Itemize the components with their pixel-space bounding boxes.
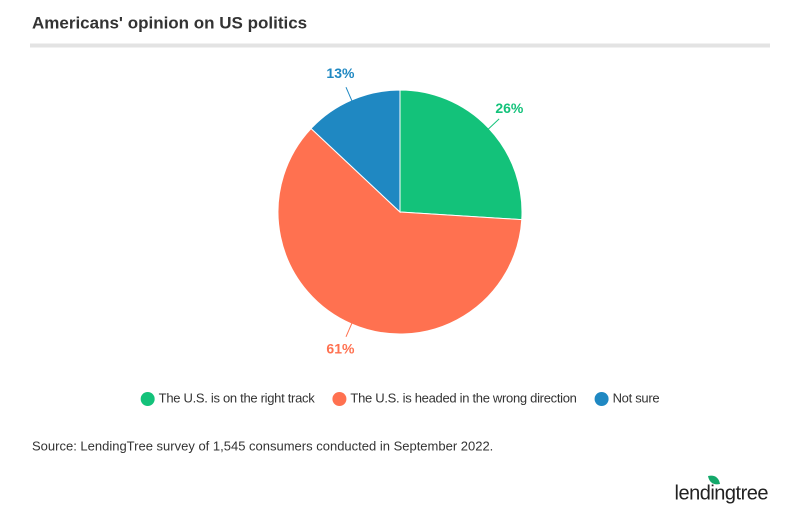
logo-leaf (708, 475, 720, 485)
legend-marker (594, 392, 609, 406)
label-leader (345, 320, 354, 338)
logo: lendingtree (675, 475, 769, 504)
logo-text: lendingtree (675, 482, 769, 504)
data-label: 13% (326, 65, 355, 81)
legend-label: The U.S. is headed in the wrong directio… (350, 390, 576, 405)
legend: The U.S. is on the right track The U.S. i… (140, 390, 660, 406)
legend-label: Not sure (613, 390, 660, 405)
legend-marker (332, 392, 347, 406)
label-leader (345, 86, 354, 104)
data-label: 61% (326, 340, 355, 356)
data-label: 26% (495, 100, 524, 116)
source-note: Source: LendingTree survey of 1,545 cons… (32, 438, 493, 453)
label-leader (485, 118, 500, 132)
legend-label: The U.S. is on the right track (159, 390, 316, 405)
chart-title: Americans' opinion on US politics (32, 13, 307, 32)
legend-marker (140, 392, 155, 406)
